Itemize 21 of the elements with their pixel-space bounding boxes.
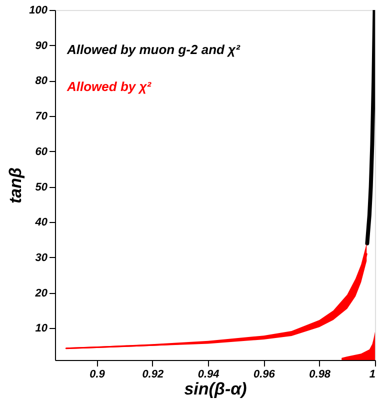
y-tick-label: 100 <box>29 4 48 16</box>
x-tick-label: 0.9 <box>90 368 106 380</box>
text: Allowed by muon g-2 and χ² <box>66 42 241 57</box>
y-tick-label: 60 <box>35 146 48 158</box>
x-tick-label: 0.98 <box>309 368 332 380</box>
y-tick-label: 30 <box>35 252 48 264</box>
y-tick-label: 40 <box>34 216 48 229</box>
x-tick-label: 0.96 <box>253 368 276 380</box>
y-tick-label: 50 <box>35 181 48 194</box>
y-tick-label: 80 <box>35 75 48 88</box>
x-axis-title: sin(β-α) <box>184 380 248 398</box>
x-tick-label: 1 <box>369 368 376 380</box>
y-tick-label: 20 <box>34 287 48 300</box>
y-tick-label: 70 <box>35 110 48 123</box>
y-tick-label: 10 <box>35 322 48 335</box>
text: Allowed by χ² <box>66 79 152 94</box>
x-tick-label: 0.92 <box>142 368 164 380</box>
y-axis-title: tanβ <box>6 167 26 204</box>
x-tick-label: 0.94 <box>198 368 220 380</box>
y-tick-label: 90 <box>35 40 48 52</box>
line-series <box>365 10 375 246</box>
